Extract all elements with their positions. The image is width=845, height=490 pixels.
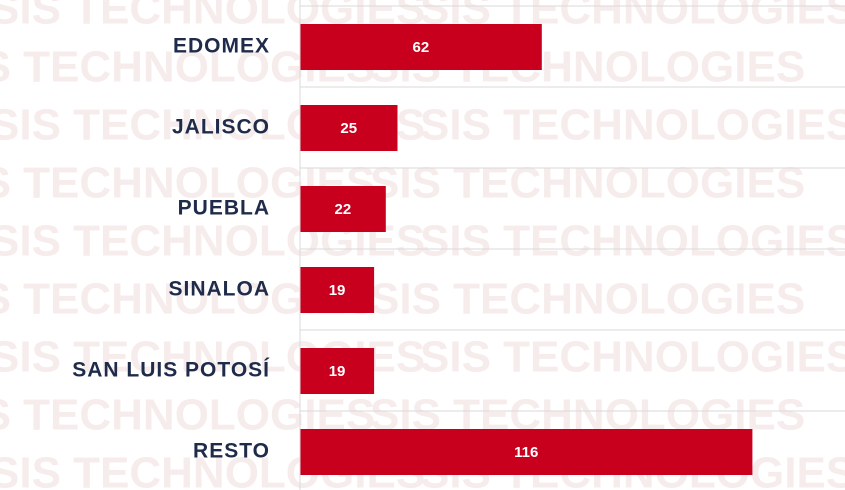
watermark-text: SIS TECHNOLOGIES — [370, 275, 805, 324]
watermark-text: SIS TECHNOLOGIES — [420, 333, 845, 382]
value-label: 116 — [514, 444, 538, 461]
value-label: 62 — [413, 39, 430, 56]
category-label: PUEBLA — [178, 197, 270, 220]
bar — [300, 24, 542, 70]
category-label: RESTO — [193, 440, 270, 463]
category-label: SINALOA — [169, 278, 271, 301]
bar — [300, 429, 753, 475]
bar — [300, 267, 375, 313]
value-label: 19 — [329, 282, 346, 299]
value-label: 25 — [340, 120, 357, 137]
watermark-text: SIS TECHNOLOGIES — [420, 217, 845, 266]
value-label: 19 — [329, 363, 346, 380]
bar — [300, 186, 386, 232]
category-label: EDOMEX — [173, 35, 270, 58]
category-label: JALISCO — [172, 116, 270, 139]
watermark-text: SIS TECHNOLOGIES — [420, 101, 845, 150]
plot-area: EDOMEX 62 JALISCO 25 PUEBLA 22 SINALOA 19 SAN LU… — [72, 0, 845, 490]
watermark-text: SIS TECHNOLOGIES — [370, 159, 805, 208]
category-label: SAN LUIS POTOSÍ — [72, 359, 270, 382]
bar — [300, 105, 398, 151]
value-label: 22 — [335, 201, 352, 218]
bar — [300, 348, 375, 394]
